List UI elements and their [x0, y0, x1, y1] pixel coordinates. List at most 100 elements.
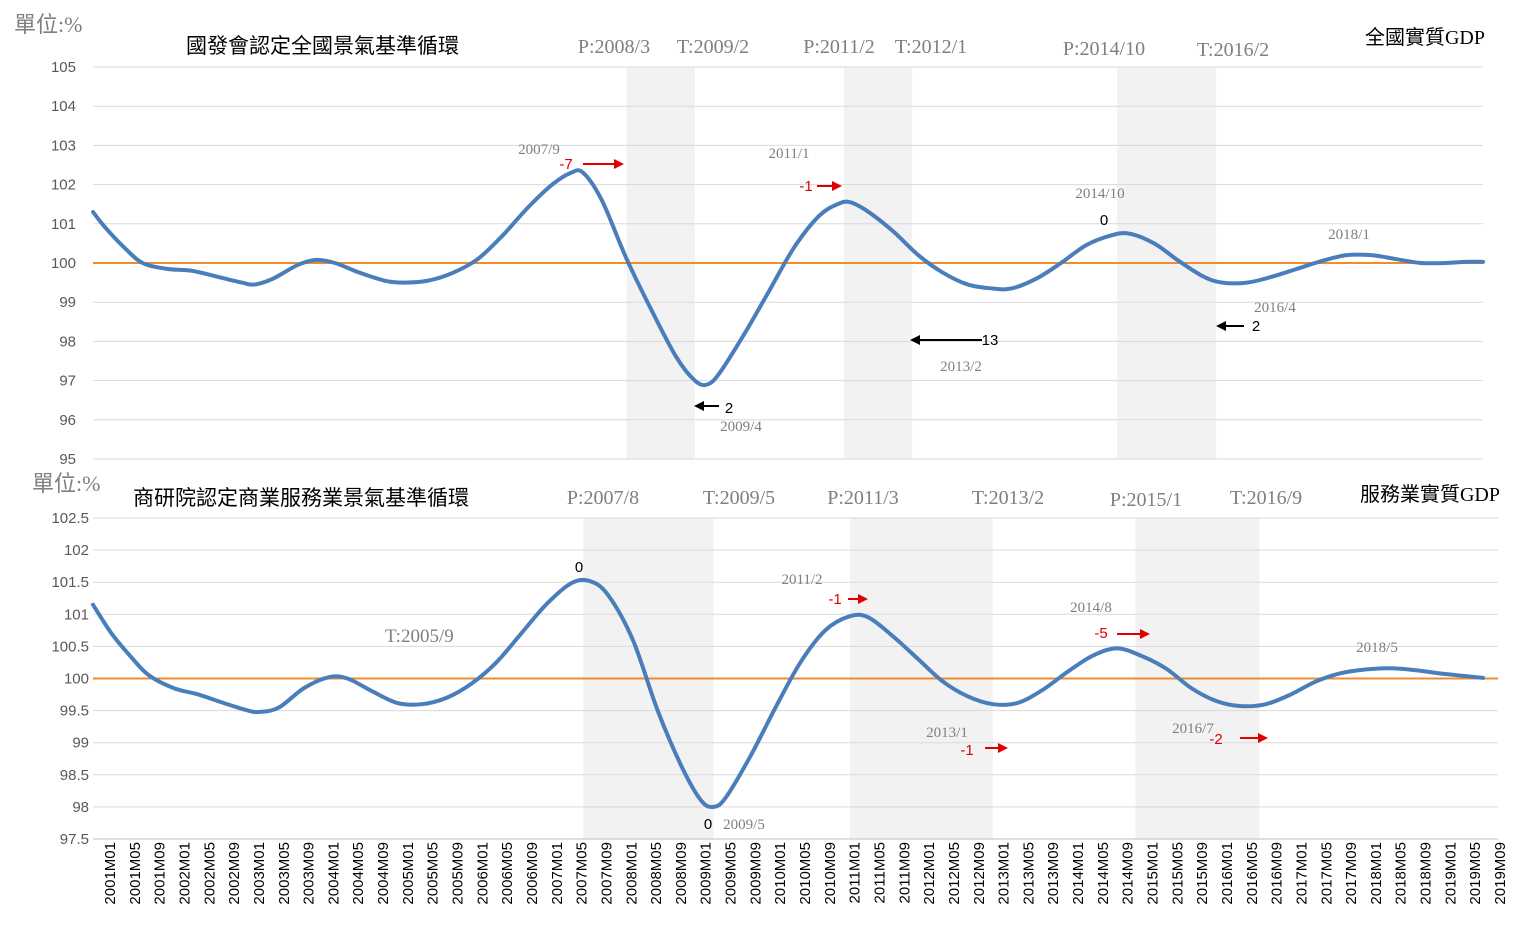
x-tick-label: 2005M05: [425, 842, 442, 905]
y-tick-label: 102: [64, 542, 89, 559]
x-tick-label: 2017M05: [1318, 842, 1335, 905]
x-tick-label: 2010M09: [822, 842, 839, 905]
x-tick-label: 2009M05: [723, 842, 740, 905]
phase-label: P:2011/3: [827, 487, 899, 509]
x-tick-label: 2018M09: [1418, 842, 1435, 905]
annotation-date: 2013/1: [926, 725, 968, 741]
top-plot-area: 105 104 103 102 101 100 99 98 97 96 95 P:2008/3 T:20…: [51, 36, 1485, 468]
x-tick-label: 2008M09: [673, 842, 690, 905]
phase-label: T:2009/2: [677, 36, 749, 58]
x-tick-label: 2018M01: [1368, 842, 1385, 905]
bottom-extra-label: T:2005/9: [385, 626, 454, 647]
x-tick-label: 2012M05: [946, 842, 963, 905]
annotation-lead: 0: [575, 559, 583, 576]
x-tick-label: 2017M01: [1293, 842, 1310, 905]
x-tick-label: 2006M09: [524, 842, 541, 905]
phase-label: P:2014/10: [1063, 38, 1145, 60]
x-tick-label: 2001M09: [152, 842, 169, 905]
x-tick-label: 2005M01: [400, 842, 417, 905]
x-tick-label: 2015M05: [1169, 842, 1186, 905]
phase-label: P:2007/8: [567, 487, 639, 509]
x-tick-label: 2005M09: [450, 842, 467, 905]
y-tick-label: 98: [59, 333, 76, 350]
x-tick-label: 2007M05: [574, 842, 591, 905]
x-tick-label: 2001M05: [127, 842, 144, 905]
annotation-arrow-head: [1140, 629, 1150, 639]
x-tick-label: 2008M01: [623, 842, 640, 905]
y-tick-label: 102: [51, 177, 76, 194]
annotation-lead: -1: [799, 178, 812, 195]
y-tick-label: 101.5: [51, 574, 89, 591]
bottom-chart: 單位:% 商研院認定商業服務業景氣基準循環 服務業實質GDP T:2005/9 …: [32, 471, 1500, 848]
annotation-lead: -7: [559, 156, 572, 173]
annotation-arrow-head: [1258, 733, 1268, 743]
x-tick-label: 2015M01: [1145, 842, 1162, 905]
y-tick-label: 97.5: [60, 831, 89, 848]
phase-label: T:2016/2: [1197, 39, 1269, 61]
y-tick-label: 98: [72, 799, 89, 816]
annotation-lead: 0: [704, 816, 712, 833]
bottom-chart-title: 商研院認定商業服務業景氣基準循環: [133, 486, 469, 510]
annotation-lead: 0: [1100, 212, 1108, 229]
phase-label: P:2008/3: [578, 36, 650, 58]
x-tick-label: 2004M09: [375, 842, 392, 905]
x-tick-label: 2015M09: [1194, 842, 1211, 905]
x-tick-label: 2012M09: [971, 842, 988, 905]
x-tick-label: 2018M05: [1393, 842, 1410, 905]
x-tick-label: 2014M09: [1120, 842, 1137, 905]
y-tick-label: 101: [51, 216, 76, 233]
x-tick-label: 2009M01: [698, 842, 715, 905]
annotation-date: 2011/1: [768, 146, 809, 162]
y-tick-label: 99: [59, 294, 76, 311]
phase-label: T:2016/9: [1230, 487, 1302, 509]
y-tick-label: 104: [51, 98, 76, 115]
annotation-lead: -2: [1209, 731, 1222, 748]
x-tick-label: 2006M01: [474, 842, 491, 905]
y-tick-label: 97: [59, 373, 76, 390]
x-tick-label: 2003M05: [276, 842, 293, 905]
x-tick-label: 2019M09: [1492, 842, 1509, 905]
annotation-date: 2018/1: [1328, 227, 1370, 243]
x-tick-label: 2008M05: [648, 842, 665, 905]
x-tick-label: 2012M01: [921, 842, 938, 905]
y-tick-label: 100: [51, 255, 76, 272]
x-tick-label: 2019M05: [1467, 842, 1484, 905]
x-tick-label: 2004M01: [325, 842, 342, 905]
x-axis: 2001M01 2001M05 2001M09 2002M01 2002M05 2002M…: [93, 838, 1509, 905]
annotation-date: 2014/10: [1075, 186, 1124, 202]
x-tick-label: 2013M05: [1020, 842, 1037, 905]
x-tick-label: 2001M01: [102, 842, 119, 905]
x-tick-label: 2003M09: [301, 842, 318, 905]
y-tick-label: 103: [51, 137, 76, 154]
annotation-date: 2016/4: [1254, 300, 1296, 316]
annotation-date: 2016/7: [1172, 721, 1214, 737]
annotation-arrow-head: [832, 181, 842, 191]
x-tick-label: 2014M05: [1095, 842, 1112, 905]
series-line: [91, 577, 1485, 810]
x-tick-label: 2010M05: [797, 842, 814, 905]
y-tick-label: 99.5: [60, 703, 89, 720]
top-series-label: 全國實質GDP: [1365, 26, 1485, 49]
annotation-date: 2007/9: [518, 142, 560, 158]
annotation-lead: 2: [725, 400, 733, 417]
x-tick-label: 2019M01: [1442, 842, 1459, 905]
annotation-date: 2009/4: [720, 419, 762, 435]
top-chart-title: 國發會認定全國景氣基準循環: [186, 34, 459, 58]
y-tick-label: 105: [51, 59, 76, 76]
annotation-lead: 13: [982, 332, 999, 349]
y-tick-label: 101: [64, 606, 89, 623]
phase-label: T:2012/1: [895, 36, 967, 58]
x-tick-label: 2003M01: [251, 842, 268, 905]
annotation-arrow-head: [1216, 321, 1226, 331]
y-tick-label: 96: [59, 412, 76, 429]
x-tick-label: 2016M09: [1269, 842, 1286, 905]
series-line: [91, 168, 1485, 388]
annotation-date: 2009/5: [723, 817, 765, 833]
x-tick-label: 2013M09: [1045, 842, 1062, 905]
annotation-date: 2014/8: [1070, 600, 1112, 616]
bottom-series-label: 服務業實質GDP: [1360, 483, 1500, 506]
x-tick-label: 2002M05: [201, 842, 218, 905]
x-tick-label: 2002M01: [176, 842, 193, 905]
x-tick-label: 2004M05: [350, 842, 367, 905]
